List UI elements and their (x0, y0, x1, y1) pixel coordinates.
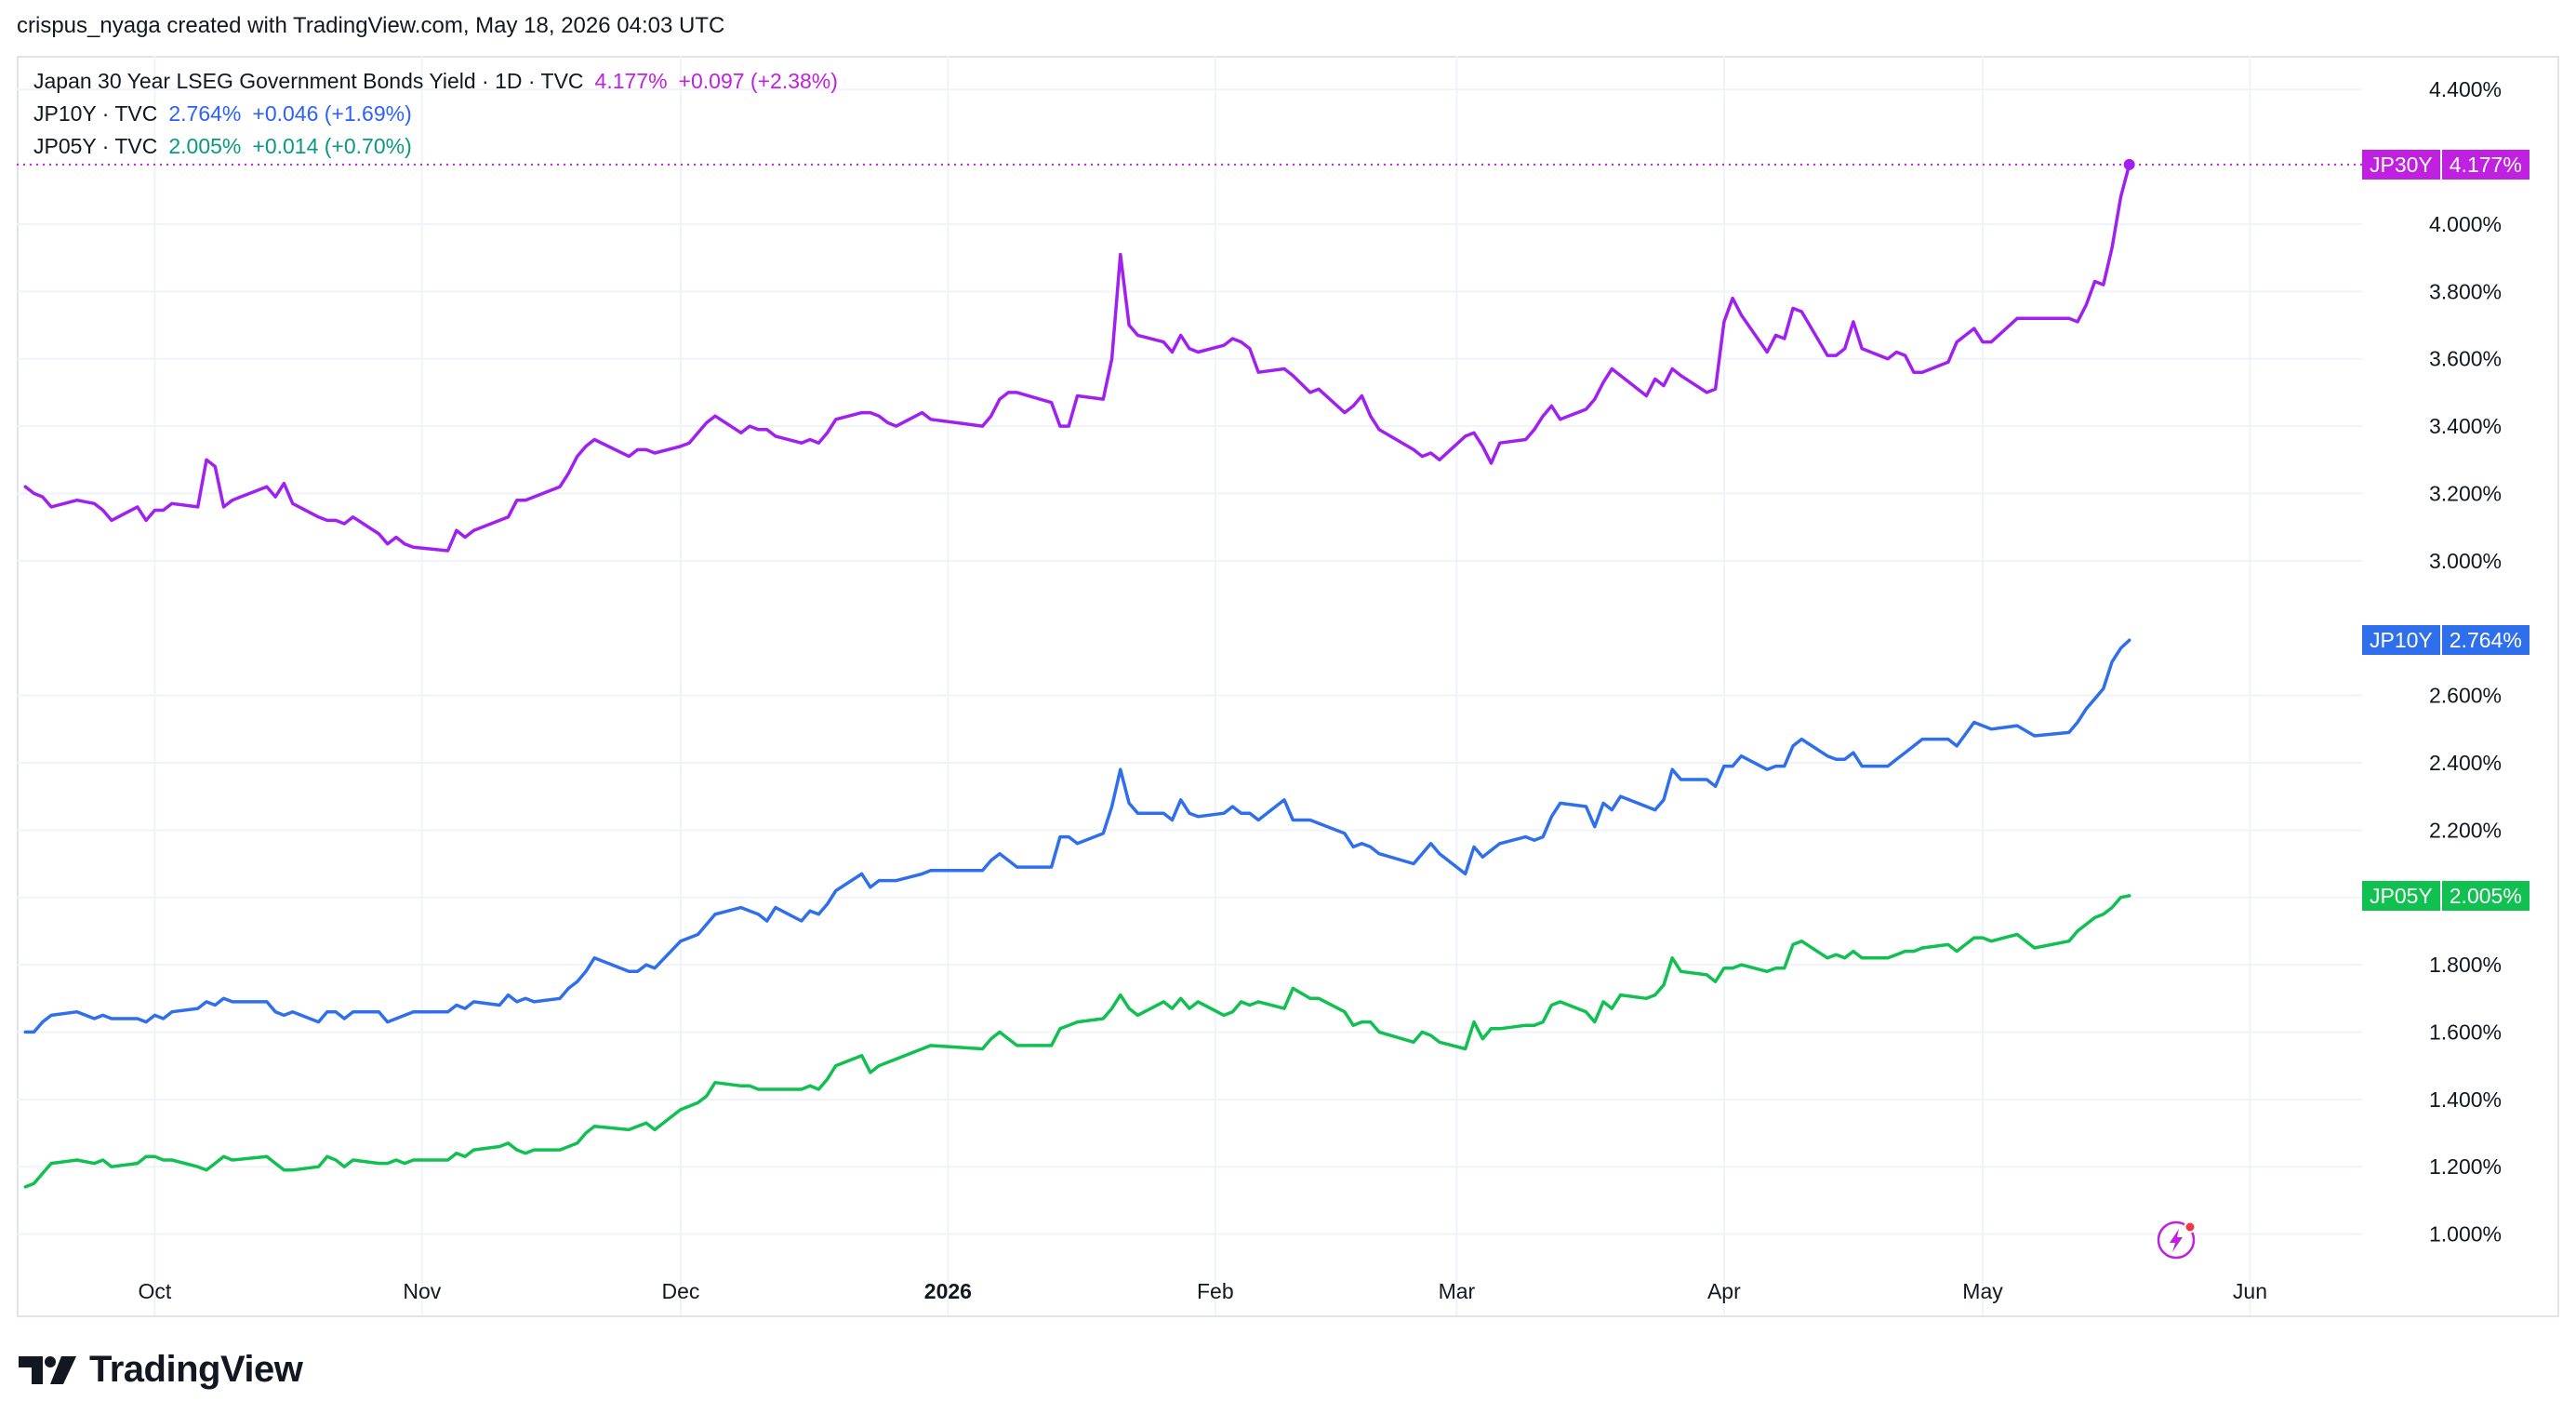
series-line-jp30y[interactable] (23, 163, 2131, 553)
flash-icon[interactable] (2157, 1220, 2197, 1260)
legend-name-jp30y: Japan 30 Year LSEG Government Bonds Yiel… (33, 69, 584, 93)
legend-change-jp10y: +0.046 (+1.69%) (252, 101, 412, 126)
x-tick-label: May (1962, 1279, 2003, 1303)
y-tick-label: 4.000% (2429, 212, 2502, 236)
price-tag-symbol: JP30Y (2362, 149, 2442, 180)
legend-value-jp05y: 2.005% (168, 134, 242, 158)
y-tick-label: 3.000% (2429, 549, 2502, 573)
legend-name-jp10y: JP10Y · TVC (33, 101, 158, 126)
x-tick-label: Oct (138, 1279, 171, 1303)
y-tick-label: 3.200% (2429, 481, 2502, 505)
y-tick-label: 1.000% (2429, 1222, 2502, 1247)
y-tick-label: 3.600% (2429, 347, 2502, 371)
price-tag-jp30y: JP30Y 4.177% (2362, 149, 2530, 180)
legend-change-jp05y: +0.014 (+0.70%) (252, 134, 412, 158)
y-tick-label: 1.400% (2429, 1087, 2502, 1112)
y-tick-label: 3.400% (2429, 414, 2502, 438)
y-tick-label: 2.600% (2429, 684, 2502, 708)
price-tag-symbol: JP10Y (2362, 625, 2442, 656)
y-tick-label: 3.800% (2429, 279, 2502, 303)
legend-row-jp05y[interactable]: JP05Y · TVC 2.005% +0.014 (+0.70%) (33, 130, 838, 163)
price-tag-symbol: JP05Y (2362, 880, 2442, 911)
legend-change-jp30y: +0.097 (+2.38%) (678, 69, 838, 93)
y-tick-label: 1.200% (2429, 1154, 2502, 1179)
y-tick-label: 1.800% (2429, 953, 2502, 977)
last-point-marker (2123, 158, 2135, 170)
chart-credit: crispus_nyaga created with TradingView.c… (17, 13, 725, 38)
x-tick-label: Nov (403, 1279, 441, 1303)
x-axis: Oct Nov Dec 2026 Feb Mar Apr May Jun (138, 1279, 2267, 1303)
price-tag-value: 2.005% (2449, 883, 2522, 908)
price-tag-value: 4.177% (2449, 152, 2522, 177)
x-tick-label: Mar (1439, 1279, 1476, 1303)
x-tick-label: Dec (661, 1279, 699, 1303)
x-tick-label: Jun (2233, 1279, 2267, 1303)
legend-row-jp30y[interactable]: Japan 30 Year LSEG Government Bonds Yiel… (33, 65, 838, 98)
series-line-jp05y[interactable] (23, 894, 2131, 1189)
y-tick-label: 4.400% (2429, 77, 2502, 101)
y-axis: 1.000%1.200%1.400%1.600%1.800%2.000%2.20… (2429, 77, 2502, 1246)
tradingview-logo-text: TradingView (89, 1349, 303, 1390)
chart-legend: Japan 30 Year LSEG Government Bonds Yiel… (33, 65, 838, 163)
last-value-markers (2123, 158, 2135, 170)
legend-row-jp10y[interactable]: JP10Y · TVC 2.764% +0.046 (+1.69%) (33, 98, 838, 130)
x-tick-label: Feb (1197, 1279, 1234, 1303)
y-tick-label: 2.400% (2429, 751, 2502, 775)
y-tick-label: 2.200% (2429, 818, 2502, 842)
x-tick-label: Apr (1707, 1279, 1741, 1303)
chart-frame (17, 56, 2559, 1317)
price-tag-jp10y: JP10Y 2.764% (2362, 625, 2530, 656)
legend-value-jp10y: 2.764% (168, 101, 242, 126)
y-tick-label: 1.600% (2429, 1020, 2502, 1044)
legend-name-jp05y: JP05Y · TVC (33, 134, 158, 158)
price-tag-jp05y: JP05Y 2.005% (2362, 880, 2530, 911)
x-tick-label: 2026 (924, 1279, 972, 1303)
price-tag-value: 2.764% (2449, 628, 2522, 653)
tradingview-logo[interactable]: TradingView (19, 1349, 303, 1391)
grid-lines (17, 56, 2362, 1315)
tradingview-logo-icon (19, 1355, 76, 1384)
series-line-jp10y[interactable] (23, 638, 2131, 1034)
legend-value-jp30y: 4.177% (594, 69, 668, 93)
series-lines (23, 163, 2131, 1189)
